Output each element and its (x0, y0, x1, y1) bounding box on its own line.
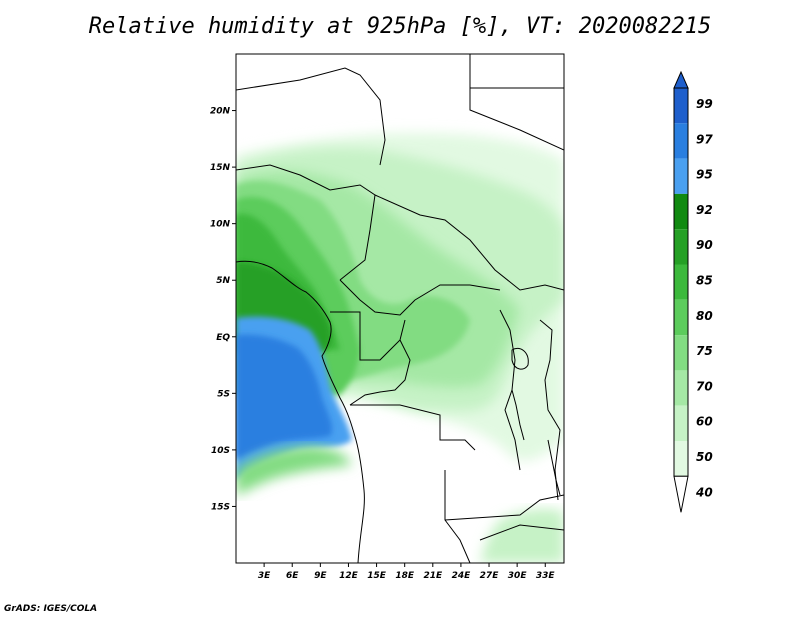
longitude-axis: 3E 6E 9E 12E 15E 18E 21E 24E 27E 30E 33E (258, 563, 556, 581)
border-line-14 (479, 524, 564, 541)
colorbar-level-label: 50 (696, 450, 713, 464)
border-line-5 (374, 194, 564, 291)
lake-victoria-outline (511, 347, 529, 370)
lat-tick-label: 5S (217, 389, 230, 399)
map-title: Relative humidity at 925hPa [%], VT: 202… (88, 14, 712, 39)
lon-tick-label: 3E (258, 571, 271, 581)
colorbar-swatch (674, 229, 688, 265)
lat-tick-label: EQ (216, 333, 230, 343)
colorbar: 99 97 95 92 90 85 80 75 70 60 50 40 (673, 70, 713, 513)
humidity-zone-southeast (480, 508, 564, 563)
lat-tick-label: 20N (210, 107, 231, 117)
colorbar-swatch (674, 299, 688, 336)
lake-malawi-outline (547, 439, 561, 496)
colorbar-level-label: 92 (696, 203, 713, 217)
colorbar-swatch (674, 88, 688, 124)
border-line-6 (339, 279, 501, 316)
colorbar-level-label: 75 (696, 344, 713, 358)
humidity-zone-south-fringe (236, 446, 352, 496)
colorbar-level-label: 40 (695, 485, 713, 499)
colorbar-swatch (674, 370, 688, 406)
colorbar-swatch (674, 193, 688, 230)
border-line-9 (350, 404, 476, 451)
colorbar-level-label: 70 (696, 379, 713, 393)
colorbar-swatch (674, 123, 688, 159)
lat-tick-label: 10N (210, 220, 231, 230)
lat-tick-label: 5N (216, 276, 230, 286)
border-line-10 (444, 470, 471, 563)
boundaries (236, 54, 564, 563)
colorbar-level-label: 99 (696, 97, 713, 111)
colorbar-level-label: 95 (696, 168, 713, 182)
map-frame (235, 53, 565, 564)
lon-tick-label: 27E (480, 571, 500, 581)
colorbar-swatch (674, 441, 688, 477)
border-line-2 (469, 54, 564, 151)
border-line-12 (539, 319, 561, 501)
lat-tick-label: 10S (211, 446, 230, 456)
lon-tick-label: 18E (395, 571, 415, 581)
coastline-west-africa (236, 260, 365, 563)
colorbar-swatch (674, 264, 688, 300)
colorbar-level-label: 90 (696, 238, 713, 252)
lon-tick-label: 30E (508, 571, 528, 581)
lon-tick-label: 15E (367, 571, 387, 581)
colorbar-over-triangle (673, 70, 689, 89)
lon-tick-label: 6E (286, 571, 299, 581)
lon-tick-label: 33E (536, 571, 556, 581)
colorbar-level-label: 60 (696, 415, 713, 429)
latitude-axis: 20N 15N 10N 5N EQ 5S 10S 15S (210, 107, 236, 512)
border-line-13 (444, 494, 564, 521)
colorbar-under-triangle (673, 475, 689, 513)
humidity-zone-97-99 (236, 334, 333, 460)
lon-tick-label: 24E (452, 571, 472, 581)
lat-tick-label: 15S (211, 502, 230, 512)
lake-tanganyika-outline (511, 389, 525, 441)
colorbar-level-label: 85 (696, 274, 713, 288)
lon-tick-label: 12E (339, 571, 359, 581)
colorbar-level-label: 80 (696, 309, 713, 323)
lon-tick-label: 9E (314, 571, 327, 581)
border-line-8 (349, 339, 411, 406)
grads-credit: GrADS: IGES/COLA (4, 604, 98, 614)
colorbar-level-label: 97 (696, 132, 713, 146)
colorbar-swatch (674, 158, 688, 194)
colorbar-swatch (674, 335, 688, 371)
border-line-7 (330, 311, 406, 361)
humidity-field (236, 132, 564, 563)
colorbar-swatch (674, 405, 688, 441)
lon-tick-label: 21E (423, 571, 443, 581)
lat-tick-label: 15N (210, 163, 231, 173)
border-line-4 (236, 164, 376, 281)
border-line-1 (236, 67, 386, 166)
